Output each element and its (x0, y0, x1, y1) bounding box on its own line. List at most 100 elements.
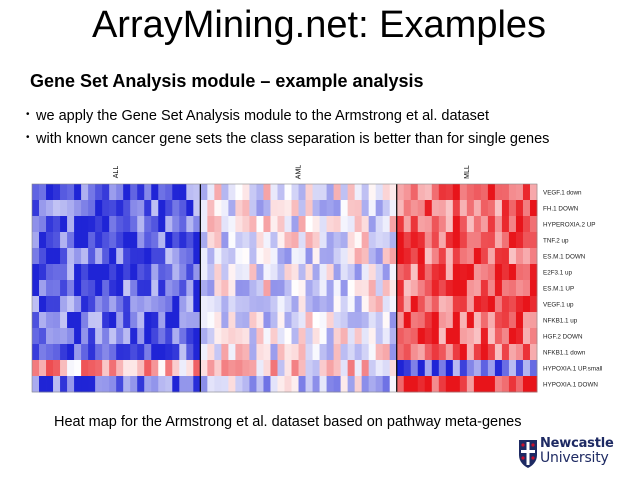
heatmap-cell (109, 328, 117, 345)
heatmap-cell (284, 200, 292, 217)
heatmap-cell (53, 312, 61, 329)
heatmap-cell (186, 232, 194, 249)
heatmap-cell (319, 312, 327, 329)
heatmap-cell (186, 200, 194, 217)
heatmap-cell (116, 296, 124, 313)
heatmap-cell (417, 328, 426, 345)
heatmap-cell (466, 248, 475, 265)
heatmap-cell (452, 264, 461, 281)
heatmap-cell (123, 232, 131, 249)
heatmap-cell (39, 328, 47, 345)
slide-title: ArrayMining.net: Examples (91, 4, 547, 46)
heatmap-group-labels: ALL AML MLL (113, 165, 471, 180)
heatmap-cell (172, 184, 180, 201)
heatmap-cell (214, 216, 222, 233)
heatmap-cell (151, 328, 159, 345)
heatmap-cell (403, 344, 412, 361)
heatmap-cell (137, 248, 145, 265)
heatmap-cell (431, 312, 440, 329)
heatmap-cell (431, 248, 440, 265)
heatmap-cell (466, 264, 475, 281)
heatmap-cell (291, 360, 299, 377)
heatmap-cell (354, 296, 363, 313)
heatmap-cell (88, 328, 96, 345)
heatmap-cell (494, 248, 503, 265)
heatmap-cell (179, 360, 187, 377)
heatmap-cell (382, 232, 391, 249)
heatmap-cell (466, 216, 475, 233)
heatmap-cell (361, 280, 370, 297)
heatmap-cell (221, 360, 229, 377)
heatmap-cell (312, 248, 320, 265)
heatmap-cell (522, 344, 531, 361)
heatmap-cell (81, 376, 89, 393)
heatmap-cell (277, 280, 285, 297)
heatmap-cell (137, 360, 145, 377)
heatmap-cell (382, 296, 391, 313)
heatmap-cell (235, 360, 243, 377)
heatmap-cell (354, 200, 363, 217)
heatmap-cell (109, 184, 117, 201)
heatmap-cell (410, 312, 419, 329)
heatmap-row-label: HGF.2 DOWN (543, 333, 583, 340)
heatmap-cell (137, 184, 145, 201)
heatmap-cell (522, 296, 531, 313)
heatmap-cell (333, 200, 342, 217)
heatmap-cell (214, 328, 222, 345)
heatmap-cell (74, 376, 82, 393)
heatmap-cell (74, 216, 82, 233)
heatmap-cell (242, 328, 250, 345)
heatmap-cell (95, 184, 103, 201)
heatmap-cell (368, 264, 377, 281)
heatmap-cell (186, 184, 194, 201)
heatmap-cell (123, 328, 131, 345)
heatmap-cell (46, 312, 54, 329)
heatmap-cell (235, 232, 243, 249)
heatmap-frame (31, 183, 538, 393)
heatmap-cell (53, 264, 61, 281)
heatmap-cell (389, 344, 398, 361)
heatmap-cell (102, 216, 110, 233)
heatmap-cell (389, 232, 398, 249)
heatmap-cell (417, 280, 426, 297)
heatmap-cell (109, 216, 117, 233)
heatmap-cell (508, 200, 517, 217)
heatmap-cell (529, 232, 538, 249)
heatmap-cell (417, 248, 426, 265)
heatmap-cell (403, 200, 412, 217)
heatmap-cell (466, 232, 475, 249)
heatmap-cell (130, 216, 138, 233)
heatmap-cell (221, 312, 229, 329)
heatmap-cell (375, 360, 384, 377)
heatmap-cell (256, 344, 264, 361)
heatmap-cell (214, 248, 222, 265)
heatmap-cell (361, 376, 370, 393)
heatmap-cell (529, 184, 538, 201)
heatmap-cell (487, 280, 496, 297)
heatmap-cell (291, 184, 299, 201)
heatmap-cell (508, 184, 517, 201)
heatmap-row-label: VEGF.1 down (543, 189, 582, 196)
heatmap-cell (298, 200, 306, 217)
heatmap-cell (529, 312, 538, 329)
heatmap-cell (74, 248, 82, 265)
heatmap-cell (459, 360, 468, 377)
heatmap-cell (473, 184, 482, 201)
heatmap-cell (263, 184, 271, 201)
heatmap-cell (144, 328, 152, 345)
heatmap-cell (340, 296, 349, 313)
heatmap-cell (270, 312, 278, 329)
heatmap-cell (284, 296, 292, 313)
heatmap-cell (235, 248, 243, 265)
heatmap-cell (123, 360, 131, 377)
heatmap-cell (312, 184, 320, 201)
heatmap-cell (445, 360, 454, 377)
heatmap-cell (361, 312, 370, 329)
heatmap-cell (340, 264, 349, 281)
heatmap-cell (494, 376, 503, 393)
heatmap-cell (81, 232, 89, 249)
heatmap-cell (88, 248, 96, 265)
heatmap-cell (158, 216, 166, 233)
heatmap-row-label: FH.1 DOWN (543, 205, 579, 212)
heatmap-cell (95, 216, 103, 233)
